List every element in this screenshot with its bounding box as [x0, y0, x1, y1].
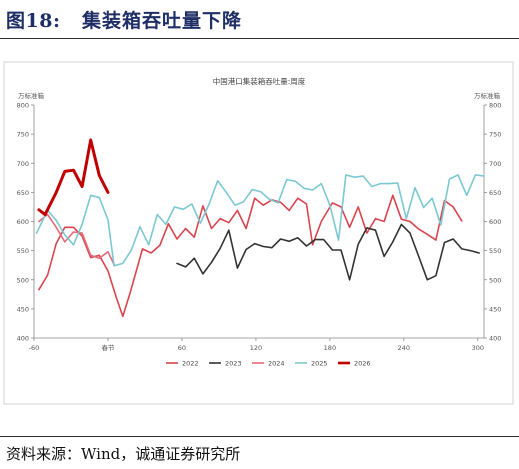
right-y-tick-label: 600	[489, 218, 501, 226]
left-y-tick-label: 600	[17, 218, 29, 226]
x-tick-label: 300	[472, 344, 484, 352]
figure-title: 集装箱吞吐量下降	[82, 10, 243, 32]
x-tick-label: 180	[324, 344, 336, 352]
series-line-2022	[38, 194, 463, 318]
left-y-tick-label: 400	[17, 335, 29, 343]
right-y-tick-label: 700	[489, 160, 501, 168]
left-y-tick-label: 750	[17, 131, 29, 139]
right-y-tick-label: 800	[489, 102, 501, 110]
top-rule	[0, 38, 519, 39]
plot-area	[35, 138, 485, 318]
legend-label-2025: 2025	[311, 359, 328, 367]
right-y-tick-label: 650	[489, 189, 501, 197]
right-axis-unit: 万标准箱	[474, 91, 501, 100]
legend-label-2023: 2023	[225, 359, 242, 367]
figure-number: 图18:	[6, 10, 61, 32]
figure-header: 图18: 集装箱吞吐量下降	[0, 0, 519, 40]
right-y-tick-label: 500	[489, 276, 501, 284]
chart-frame	[3, 61, 514, 405]
left-y-tick-label: 500	[17, 276, 29, 284]
left-y-tick-label: 450	[17, 305, 29, 313]
x-tick-label: 春节	[101, 343, 115, 352]
source-note: 资料来源：Wind，诚通证券研究所	[6, 445, 241, 463]
right-y-tick-label: 400	[489, 335, 501, 343]
container-throughput-chart: 中国港口集装箱吞吐量:周度 万标准箱 万标准箱 400 400 450 450 500 5…	[3, 61, 514, 405]
legend: 2022 2023 2024 2025 2026	[166, 359, 371, 367]
legend-label-2026: 2026	[354, 359, 371, 367]
series-line-2025	[35, 174, 485, 267]
x-tick-label: 60	[178, 344, 186, 352]
left-y-tick-label: 700	[17, 160, 29, 168]
x-tick-label: 120	[250, 344, 262, 352]
x-tick-label: -60	[29, 344, 40, 352]
chart-title: 中国港口集装箱吞吐量:周度	[213, 76, 306, 86]
legend-label-2022: 2022	[182, 359, 199, 367]
right-y-tick-label: 550	[489, 247, 501, 255]
left-axis-unit: 万标准箱	[18, 91, 45, 100]
left-y-tick-label: 550	[17, 247, 29, 255]
series-line-2023	[176, 223, 480, 281]
legend-label-2024: 2024	[268, 359, 285, 367]
x-tick-label: 240	[398, 344, 410, 352]
right-y-tick-label: 450	[489, 305, 501, 313]
bottom-rule	[0, 436, 519, 437]
left-y-tick-label: 800	[17, 102, 29, 110]
left-y-tick-label: 650	[17, 189, 29, 197]
series-line-2026	[37, 138, 110, 216]
axes-group: 400 400 450 450 500 500 550 550 600 600 650 650 700 7…	[17, 102, 502, 353]
right-y-tick-label: 750	[489, 131, 501, 139]
